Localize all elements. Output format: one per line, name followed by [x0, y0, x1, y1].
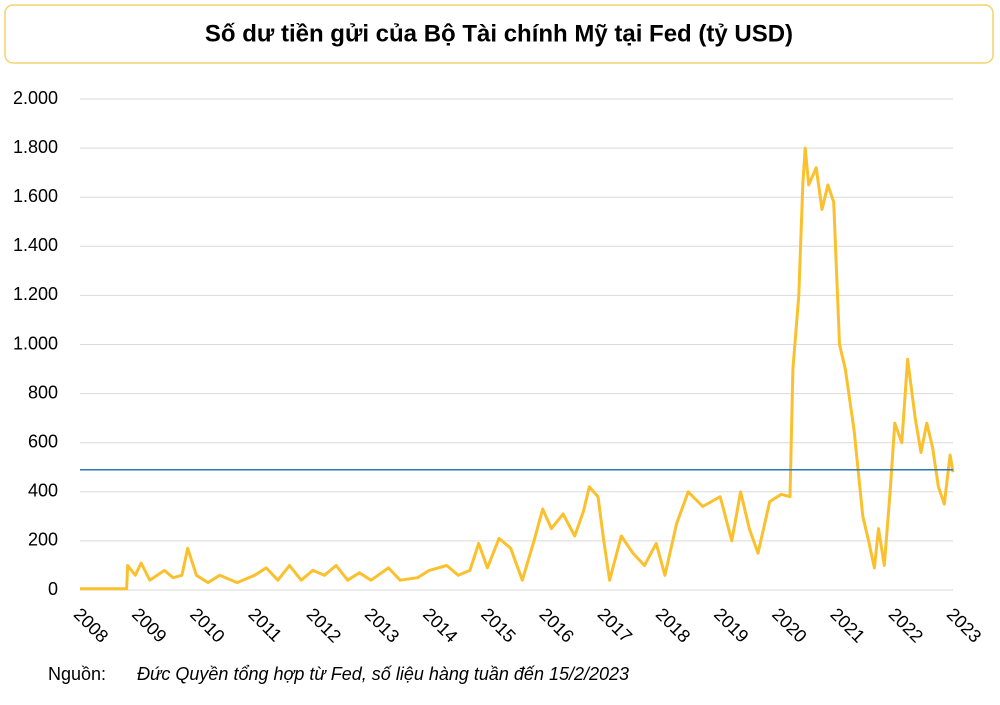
y-tick-label: 0 [48, 579, 58, 599]
y-tick-label: 200 [28, 530, 58, 550]
x-tick-label: 2008 [70, 604, 112, 646]
x-tick-label: 2022 [885, 604, 927, 646]
y-tick-label: 1.400 [13, 235, 58, 255]
x-tick-label: 2009 [128, 604, 170, 646]
x-tick-label: 2014 [419, 604, 461, 646]
x-tick-label: 2018 [652, 604, 694, 646]
y-tick-label: 800 [28, 382, 58, 402]
chart-title: Số dư tiền gửi của Bộ Tài chính Mỹ tại F… [205, 20, 793, 47]
source-label: Nguồn: [48, 664, 106, 684]
y-tick-label: 1.000 [13, 333, 58, 353]
x-tick-label: 2021 [826, 604, 868, 646]
x-tick-label: 2023 [943, 604, 985, 646]
y-tick-label: 600 [28, 431, 58, 451]
x-tick-label: 2020 [768, 604, 810, 646]
x-tick-label: 2015 [477, 604, 519, 646]
y-tick-label: 2.000 [13, 88, 58, 108]
source: Đức Quyền tổng hợp từ Fed, số liệu hàng … [137, 664, 629, 684]
x-tick-label: 2016 [535, 604, 577, 646]
x-tick-label: 2017 [594, 604, 636, 646]
y-tick-label: 1.200 [13, 284, 58, 304]
x-tick-label: 2011 [244, 604, 286, 646]
y-tick-label: 1.600 [13, 186, 58, 206]
x-tick-label: 2019 [710, 604, 752, 646]
x-tick-label: 2010 [186, 604, 228, 646]
x-tick-label: 2013 [361, 604, 403, 646]
line-series [80, 146, 955, 591]
y-tick-label: 1.800 [13, 137, 58, 157]
title-box [4, 4, 994, 64]
x-tick-label: 2012 [303, 604, 345, 646]
y-tick-label: 400 [28, 481, 58, 501]
